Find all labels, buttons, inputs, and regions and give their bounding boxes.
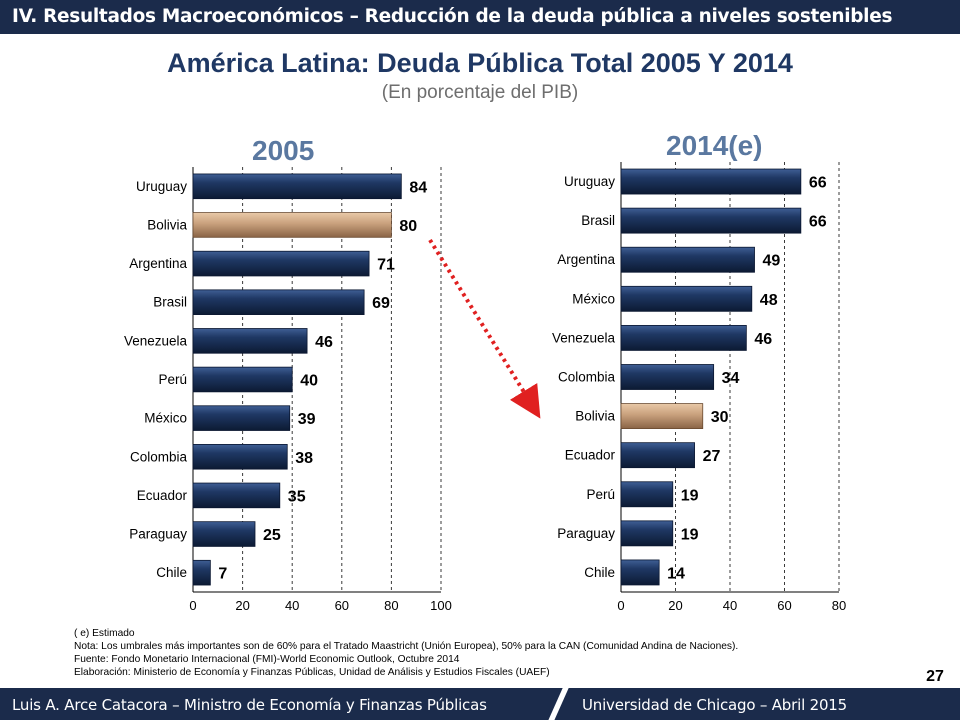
x-tick-label: 40 <box>285 598 299 613</box>
footnote-nota: Nota: Los umbrales más importantes son d… <box>74 641 739 652</box>
x-tick-label: 80 <box>832 598 846 613</box>
category-label: México <box>572 291 615 306</box>
x-tick-label: 20 <box>235 598 249 613</box>
category-label: Chile <box>156 565 187 580</box>
bar-paraguay <box>620 520 674 547</box>
bar-uruguay <box>620 168 802 195</box>
category-label: Brasil <box>581 213 615 228</box>
category-label: Ecuador <box>137 488 188 503</box>
footer-venue: Universidad de Chicago – Abril 2015 <box>582 696 847 714</box>
category-label: Chile <box>584 565 615 580</box>
bar-venezuela <box>620 324 747 351</box>
category-label: Colombia <box>558 370 616 385</box>
category-label: Paraguay <box>129 527 187 542</box>
bar-ecuador <box>192 482 281 509</box>
category-label: Uruguay <box>136 179 187 194</box>
value-label: 66 <box>809 214 827 231</box>
category-label: Ecuador <box>565 448 616 463</box>
chart-title: América Latina: Deuda Pública Total 2005… <box>167 48 793 78</box>
footer-presenter: Luis A. Arce Catacora – Ministro de Econ… <box>12 696 487 714</box>
footnote-estimado: ( e) Estimado <box>74 628 135 639</box>
value-label: 66 <box>809 175 827 192</box>
value-label: 19 <box>681 487 699 504</box>
category-label: Uruguay <box>564 174 615 189</box>
x-tick-label: 100 <box>430 598 452 613</box>
page-number: 27 <box>926 668 944 685</box>
value-label: 84 <box>409 179 427 196</box>
value-label: 7 <box>218 566 227 583</box>
category-label: Argentina <box>557 252 615 267</box>
bar-chile <box>620 559 660 586</box>
category-label: Venezuela <box>124 333 188 348</box>
bar-brasil <box>192 289 365 315</box>
chart-2005: 0 20 40 60 80 100 Uruguay 84 Bolivia 80 Argentina 7… <box>124 167 452 613</box>
bar-bolivia <box>620 403 704 429</box>
category-label: Paraguay <box>557 526 615 541</box>
value-label: 40 <box>300 373 318 390</box>
footnote-elaboracion: Elaboración: Ministerio de Economía y Fi… <box>74 667 550 678</box>
bar-colombia <box>620 364 715 390</box>
panel-title-2014: 2014(e) <box>666 130 763 161</box>
panel-title-2005: 2005 <box>252 135 315 166</box>
bar-ecuador <box>620 442 695 469</box>
category-label: Perú <box>586 487 615 502</box>
bar-paraguay <box>192 521 256 547</box>
value-label: 38 <box>295 450 313 467</box>
category-label: Bolivia <box>575 409 615 424</box>
bar-peru <box>192 366 293 393</box>
value-label: 30 <box>711 409 729 426</box>
bar-mexico <box>620 285 753 312</box>
footnote-fuente: Fuente: Fondo Monetario Internacional (F… <box>74 654 460 665</box>
category-label: Argentina <box>129 256 187 271</box>
value-label: 27 <box>703 448 721 465</box>
value-label: 69 <box>372 295 390 312</box>
x-tick-label: 0 <box>189 598 196 613</box>
x-tick-label: 40 <box>723 598 737 613</box>
bar-mexico <box>192 405 291 431</box>
x-tick-label: 80 <box>384 598 398 613</box>
x-tick-label: 60 <box>777 598 791 613</box>
value-label: 71 <box>377 257 395 274</box>
header-bar: IV. Resultados Macroeconómicos – Reducci… <box>0 0 960 34</box>
bar-uruguay <box>192 173 402 200</box>
footnotes: ( e) Estimado Nota: Los umbrales más imp… <box>74 627 738 679</box>
footer-bar: Luis A. Arce Catacora – Ministro de Econ… <box>0 688 960 720</box>
value-label: 48 <box>760 292 778 309</box>
value-label: 46 <box>754 331 772 348</box>
bar-argentina <box>192 250 370 277</box>
value-label: 14 <box>667 565 685 582</box>
value-label: 80 <box>399 218 417 235</box>
value-label: 34 <box>722 370 740 387</box>
header-title: IV. Resultados Macroeconómicos – Reducci… <box>12 6 893 27</box>
bar-chile <box>192 559 211 586</box>
bar-colombia <box>192 444 288 470</box>
chart-2014: 0 20 40 60 80 Uruguay 66 Brasil 66 Argentina 49 Méx… <box>552 162 846 613</box>
x-tick-label: 60 <box>335 598 349 613</box>
trend-arrow <box>428 238 541 419</box>
bar-peru <box>620 481 674 508</box>
category-label: Brasil <box>153 295 187 310</box>
category-label: Venezuela <box>552 330 616 345</box>
value-label: 46 <box>315 334 333 351</box>
value-label: 25 <box>263 527 281 544</box>
value-label: 35 <box>288 488 306 505</box>
value-label: 39 <box>298 411 316 428</box>
value-label: 49 <box>763 253 781 270</box>
category-label: México <box>144 411 187 426</box>
x-tick-label: 20 <box>668 598 682 613</box>
bar-bolivia <box>192 212 392 238</box>
value-label: 19 <box>681 526 699 543</box>
chart-subtitle: (En porcentaje del PIB) <box>381 82 579 103</box>
category-label: Colombia <box>130 449 188 464</box>
category-label: Bolivia <box>147 217 187 232</box>
bar-venezuela <box>192 328 308 354</box>
bar-argentina <box>620 246 755 273</box>
x-tick-label: 0 <box>617 598 624 613</box>
bar-brasil <box>620 207 802 234</box>
category-label: Perú <box>158 372 187 387</box>
